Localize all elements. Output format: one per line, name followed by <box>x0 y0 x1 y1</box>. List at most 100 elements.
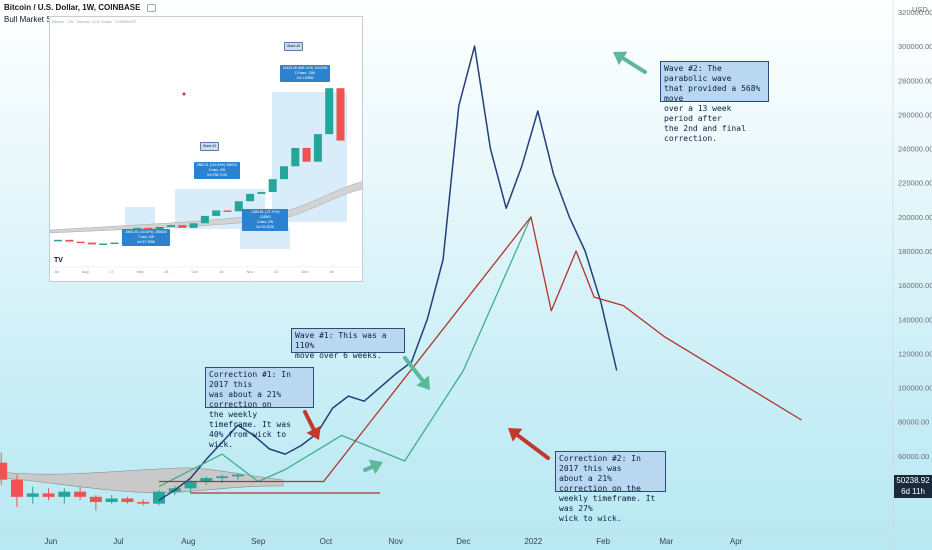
candle[interactable] <box>74 486 87 501</box>
note-line: about a 21% correction on the <box>559 474 641 493</box>
tradingview-logo: TV <box>54 257 63 264</box>
inset-candle <box>87 242 96 245</box>
inset-candle <box>325 88 334 135</box>
note-line: Correction #1: In 2017 this <box>209 370 291 389</box>
inset-candle <box>65 239 74 242</box>
candle[interactable] <box>26 486 39 504</box>
candle-body <box>26 493 39 497</box>
inset-candle <box>76 241 85 244</box>
price-tick-label: 80000.00 <box>898 418 929 427</box>
inset-candle <box>313 134 322 162</box>
inset-candle <box>280 166 288 180</box>
price-tick-label: 180000.00 <box>898 247 932 256</box>
candle-body <box>0 462 8 480</box>
correction-2-note[interactable]: Correction #2: In 2017 this was about a 2… <box>555 451 666 523</box>
inset-marker-dot <box>182 92 186 96</box>
inset-time-label: Aug <box>82 269 89 274</box>
price-tick-label: 220000.00 <box>898 179 932 188</box>
candle[interactable] <box>10 474 23 508</box>
note-line: over a 13 week period after <box>664 104 732 123</box>
inset-candle <box>54 239 62 242</box>
time-tick-label: Sep <box>251 537 266 546</box>
candle[interactable] <box>89 495 102 511</box>
symbol-title[interactable]: Bitcoin / U.S. Dollar, 1W, COINBASE <box>4 3 141 12</box>
time-tick-label: Oct <box>320 537 333 546</box>
candle-body <box>10 479 23 497</box>
inset-time-label: Jul <box>54 269 59 274</box>
inset-time-label: Nov <box>247 269 254 274</box>
candle-body <box>153 491 165 504</box>
inset-candle <box>200 215 209 224</box>
price-tick-label: 120000.00 <box>898 349 932 358</box>
candle-body <box>89 496 102 502</box>
candle[interactable] <box>105 495 118 504</box>
inset-measure-label: 16333.38 (568.14%) 1633338 13 bars, 13W Vo… <box>280 65 330 82</box>
candle[interactable] <box>42 488 55 501</box>
wave-2-note[interactable]: Wave #2: The parabolic wave that provided… <box>660 61 769 143</box>
time-tick-label: Mar <box>659 537 673 546</box>
time-tick-label: Nov <box>389 537 403 546</box>
candle[interactable] <box>137 499 150 506</box>
candle-body <box>121 498 134 502</box>
time-tick-label: Dec <box>456 537 470 546</box>
inset-time-label: 18 <box>329 269 334 274</box>
candle-body <box>137 501 150 504</box>
time-tick-label: Apr <box>730 537 743 546</box>
note-line: weekly timeframe. It was 27% <box>559 494 656 513</box>
inset-measure-label: -1185.81 (-27.70%) -118581 3 bars, 2W Vol … <box>242 209 288 231</box>
note-line: the 2nd and final correction. <box>664 124 746 143</box>
note-line: Wave #1: This was a 110% <box>295 331 387 350</box>
candle[interactable] <box>0 452 8 485</box>
candle[interactable] <box>58 488 71 504</box>
price-tick-label: 260000.00 <box>898 110 932 119</box>
inset-header: Bitcoin · 1W · Bitcoin / U.S. Dollar · C… <box>52 19 137 24</box>
price-tick-label: 140000.00 <box>898 315 932 324</box>
arrow-small <box>363 459 383 475</box>
candle-body <box>184 481 197 489</box>
candle[interactable] <box>153 490 165 506</box>
inset-candle <box>291 147 300 167</box>
note-line: wick to wick. <box>559 514 622 523</box>
note-line: the weekly timeframe. It was <box>209 410 291 429</box>
note-line: Correction #2: In 2017 this was <box>559 454 641 473</box>
candle-body <box>200 478 213 482</box>
inset-candle <box>167 225 175 227</box>
projection-green-line[interactable] <box>158 216 532 488</box>
inset-candle <box>257 192 266 194</box>
legend-controls[interactable] <box>147 4 157 12</box>
projection-red-line[interactable] <box>159 216 802 483</box>
note-line: Wave #2: The parabolic wave <box>664 64 732 83</box>
inset-candle <box>110 242 119 245</box>
price-tick-label: 60000.00 <box>898 452 929 461</box>
candle-body <box>58 491 71 497</box>
eye-icon[interactable] <box>147 4 157 12</box>
price-tick-label: 280000.00 <box>898 76 932 85</box>
wave-1-note[interactable]: Wave #1: This was a 110% move over 6 week… <box>291 328 405 360</box>
time-tick-label: Jul <box>113 537 123 546</box>
price-line[interactable] <box>158 45 618 501</box>
price-tick-label: 300000.00 <box>898 42 932 51</box>
candle-body <box>231 474 244 477</box>
inset-candle <box>144 227 153 230</box>
time-tick-label: Feb <box>596 537 610 546</box>
price-tick-label: 160000.00 <box>898 281 932 290</box>
inset-candle <box>246 193 255 202</box>
inset-candle <box>212 210 221 216</box>
candle-body <box>105 498 118 502</box>
candle[interactable] <box>200 476 213 485</box>
inset-time-label: 18 <box>164 269 169 274</box>
inset-candle <box>99 243 108 245</box>
time-tick-label: Aug <box>181 537 195 546</box>
arrow-correction-1 <box>303 410 321 440</box>
candle[interactable] <box>121 496 134 504</box>
inset-time-label: 20 <box>274 269 279 274</box>
inset-time-label: 16 <box>219 269 224 274</box>
correction-1-note[interactable]: Correction #1: In 2017 this was about a 2… <box>205 367 314 449</box>
arrow-correction-2 <box>508 428 550 460</box>
inset-candle <box>155 226 164 230</box>
candle[interactable] <box>231 472 244 480</box>
bar-countdown: 6d 11h <box>894 486 932 498</box>
inset-chart: Jul Aug 17 Sep 18 Oct 16 Nov 20 Dec 18 Bitcoin · 1… <box>49 16 363 282</box>
candle-body <box>74 491 87 497</box>
